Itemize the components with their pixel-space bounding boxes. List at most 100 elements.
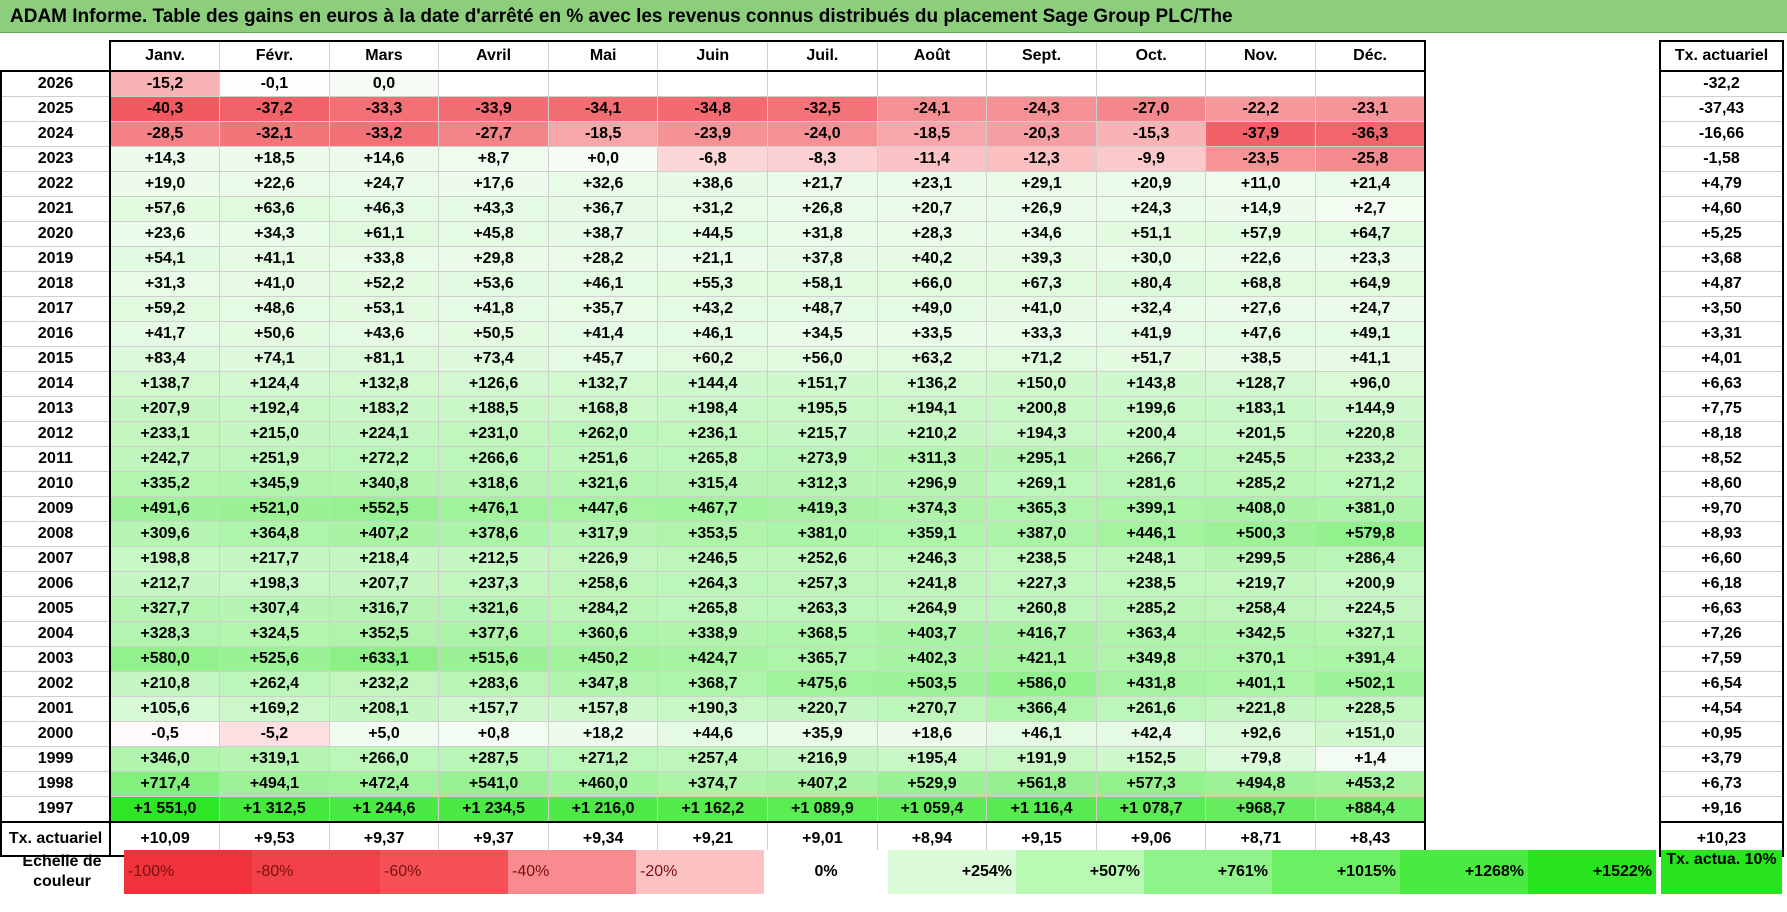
gain-cell: +28,3 [876,221,988,247]
gain-cell: +402,3 [876,646,988,672]
year-row: 2013 +207,9 +192,4 +183,2 +188,5 +168,8 +198,4… [0,396,1427,422]
gain-cell: +1 244,6 [328,796,440,823]
gain-cell: +450,2 [547,646,659,672]
gain-cell: +44,5 [657,221,769,247]
year-actuarial-rate: +3,31 [1659,321,1784,347]
gain-cell: +340,8 [328,471,440,497]
month-header: Août [876,40,988,72]
gain-cell: +363,4 [1095,621,1207,647]
year-row: 2007 +198,8 +217,7 +218,4 +212,5 +226,9 +246,5… [0,546,1427,572]
gain-cell: +31,2 [657,196,769,222]
gain-cell: +23,6 [109,221,221,247]
gain-cell: +0,8 [438,721,549,747]
gain-cell: +188,5 [438,396,549,422]
gain-cell: +447,6 [547,496,659,522]
month-header: Mai [547,40,659,72]
gain-cell: +41,1 [219,246,330,272]
gain-cell: +21,4 [1315,171,1427,197]
gain-cell: +968,7 [1205,796,1317,823]
gain-cell: +561,8 [986,771,1097,797]
gain-cell: +353,5 [657,521,769,547]
gain-cell: +232,2 [328,671,440,697]
gain-cell: +66,0 [876,271,988,297]
gain-cell: +38,6 [657,171,769,197]
gain-cell: -20,3 [986,121,1097,147]
gain-cell: +263,3 [767,596,878,622]
scale-swatch: -20% [636,850,764,894]
scale-swatch: +1522% [1528,850,1656,894]
year-label: 2020 [0,221,111,247]
scale-swatch: +1268% [1400,850,1528,894]
gain-cell: +33,3 [986,321,1097,347]
gain-cell: +342,5 [1205,621,1317,647]
gain-cell: +552,5 [328,496,440,522]
gain-cell: +327,7 [109,596,221,622]
gain-cell: +136,2 [876,371,988,397]
year-label: 2026 [0,70,111,97]
gain-cell: +43,3 [438,196,549,222]
gain-cell: +321,6 [547,471,659,497]
gain-cell: +264,9 [876,596,988,622]
gain-cell: +34,6 [986,221,1097,247]
gain-cell: +21,7 [767,171,878,197]
year-actuarial-rate: +4,54 [1659,696,1784,722]
gain-cell: +1 162,2 [657,796,769,823]
gain-cell: +183,1 [1205,396,1317,422]
year-actuarial-rate: +6,73 [1659,771,1784,797]
year-row: 2010 +335,2 +345,9 +340,8 +318,6 +321,6 +315,4… [0,471,1427,497]
gain-cell: +245,5 [1205,446,1317,472]
gain-cell: +210,8 [109,671,221,697]
gain-cell: +143,8 [1095,371,1207,397]
year-label: 2015 [0,346,111,372]
year-row: 2015 +83,4 +74,1 +81,1 +73,4 +45,7 +60,2 +56,0 +… [0,346,1427,372]
gain-cell: +446,1 [1095,521,1207,547]
gain-cell: +46,1 [986,721,1097,747]
year-actuarial-rate: +5,25 [1659,221,1784,247]
gain-cell: +217,7 [219,546,330,572]
gain-cell: +216,9 [767,746,878,772]
gain-cell: +80,4 [1095,271,1207,297]
gain-cell: +41,0 [986,296,1097,322]
year-actuarial-rate: +7,75 [1659,396,1784,422]
color-scale-legend: Echelle de couleur -100% -80% -60% -40% -20% 0… [0,850,1656,894]
gain-cell: -33,9 [438,96,549,122]
gain-cell: +266,6 [438,446,549,472]
year-label: 2017 [0,296,111,322]
gain-cell: +210,2 [876,421,988,447]
gain-cell: +45,8 [438,221,549,247]
gain-cell: +270,7 [876,696,988,722]
gain-cell: -27,0 [1095,96,1207,122]
gain-cell: +265,8 [657,446,769,472]
gain-cell: +35,7 [547,296,659,322]
gain-cell: +24,3 [1095,196,1207,222]
gain-cell: -34,8 [657,96,769,122]
gain-cell: +151,7 [767,371,878,397]
gain-cell: +265,8 [657,596,769,622]
gain-cell: +335,2 [109,471,221,497]
month-header: Févr. [219,40,330,72]
gain-cell [547,70,659,97]
gain-cell: +57,6 [109,196,221,222]
gain-cell: +231,0 [438,421,549,447]
gain-cell: +194,3 [986,421,1097,447]
scale-swatch: -40% [508,850,636,894]
year-actuarial-rate: +8,60 [1659,471,1784,497]
gain-cell: +365,3 [986,496,1097,522]
gain-cell: +262,4 [219,671,330,697]
gain-cell: +407,2 [767,771,878,797]
gain-cell: +67,3 [986,271,1097,297]
month-header: Juin [657,40,769,72]
year-row: 2012 +233,1 +215,0 +224,1 +231,0 +262,0 +236,1… [0,421,1427,447]
gain-cell: +128,7 [1205,371,1317,397]
gain-cell: +55,3 [657,271,769,297]
month-header: Avril [438,40,549,72]
gain-cell: -15,2 [109,70,221,97]
gain-cell [1095,70,1207,97]
year-row: 2008 +309,6 +364,8 +407,2 +378,6 +317,9 +353,5… [0,521,1427,547]
gain-cell: +349,8 [1095,646,1207,672]
gain-cell: +26,8 [767,196,878,222]
gain-cell: -32,1 [219,121,330,147]
gain-cell: +525,6 [219,646,330,672]
year-label: 2023 [0,146,111,172]
gain-cell: +1 089,9 [767,796,878,823]
